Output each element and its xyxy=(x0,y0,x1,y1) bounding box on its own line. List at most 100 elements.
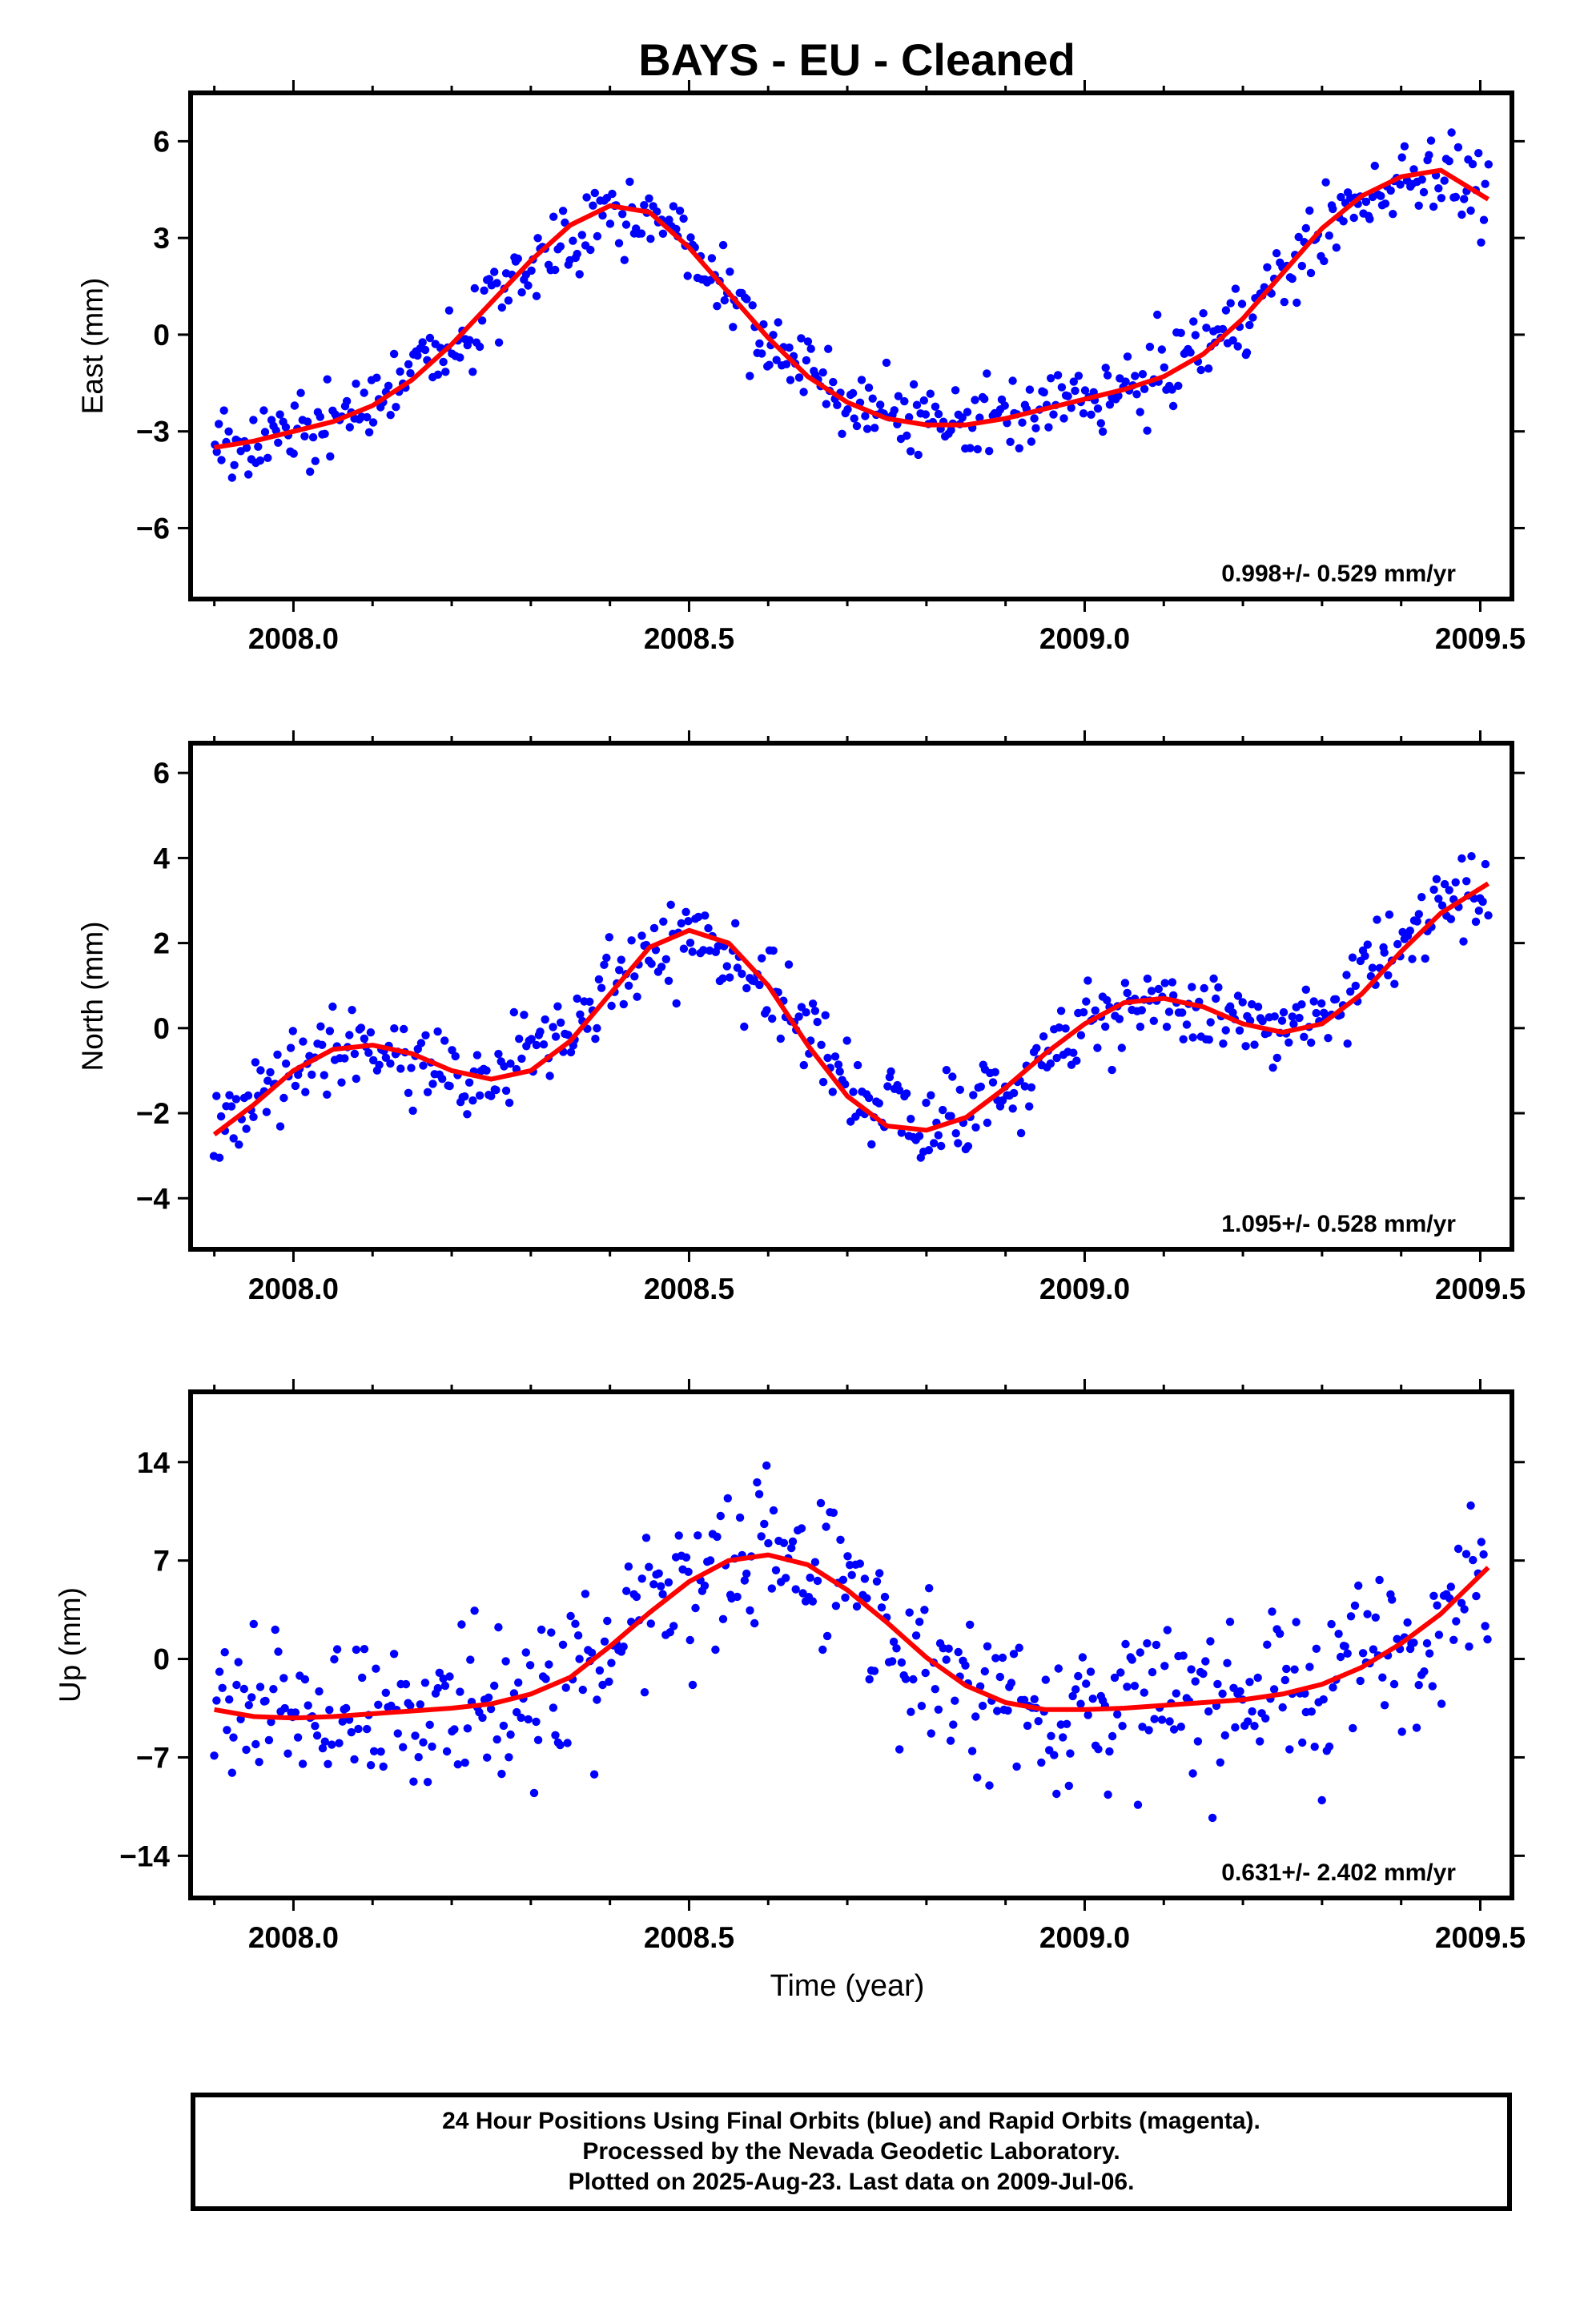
data-point xyxy=(249,416,258,424)
data-point xyxy=(868,394,877,403)
data-point xyxy=(1165,1717,1174,1726)
data-point xyxy=(1071,386,1079,396)
data-point xyxy=(1261,1714,1270,1723)
data-point xyxy=(369,1055,378,1065)
data-point xyxy=(527,266,536,275)
data-point xyxy=(1295,1013,1304,1023)
data-point xyxy=(922,1098,931,1108)
data-point xyxy=(822,1522,830,1531)
data-point xyxy=(605,933,613,942)
data-point xyxy=(848,388,858,398)
data-point xyxy=(352,1074,360,1084)
data-point xyxy=(418,338,427,347)
data-point xyxy=(1332,243,1341,252)
data-point xyxy=(1297,1000,1306,1009)
y-tick-label: −14 xyxy=(119,1839,170,1872)
data-point xyxy=(290,401,300,410)
data-point xyxy=(215,1153,224,1162)
data-point xyxy=(1310,1743,1319,1751)
data-point xyxy=(865,1675,874,1684)
data-point xyxy=(1474,907,1484,915)
data-point xyxy=(753,1478,762,1487)
data-point xyxy=(691,1603,700,1613)
data-point xyxy=(589,1770,599,1779)
data-point xyxy=(1284,1038,1293,1047)
data-point xyxy=(1437,1699,1446,1708)
data-point xyxy=(300,1675,310,1684)
data-point xyxy=(963,408,972,416)
data-point xyxy=(1343,1039,1352,1048)
data-point xyxy=(847,1570,856,1580)
data-point xyxy=(813,1576,822,1586)
data-point xyxy=(958,413,967,422)
data-point xyxy=(1337,192,1345,202)
data-point xyxy=(1248,1707,1256,1716)
data-point xyxy=(227,1102,236,1111)
data-point xyxy=(971,1123,980,1132)
data-point xyxy=(991,1654,1000,1663)
data-point xyxy=(675,207,685,215)
data-point xyxy=(300,432,309,440)
data-point xyxy=(605,219,615,228)
data-point xyxy=(549,1703,558,1712)
x-tick-label: 2009.5 xyxy=(1435,1273,1526,1305)
data-point xyxy=(947,1112,955,1120)
data-point xyxy=(1481,1622,1490,1630)
data-point xyxy=(791,1585,800,1594)
data-point xyxy=(1123,1683,1132,1691)
data-point xyxy=(831,1602,841,1610)
chart-title: BAYS - EU - Cleaned xyxy=(638,34,1075,85)
data-point xyxy=(281,1059,291,1068)
x-tick-label: 2009.0 xyxy=(1039,1273,1130,1305)
data-point xyxy=(707,254,717,263)
data-point xyxy=(356,1023,366,1032)
data-point xyxy=(1349,213,1358,223)
data-point xyxy=(1343,1649,1352,1658)
data-point xyxy=(219,406,228,415)
data-point xyxy=(411,1731,420,1740)
data-point xyxy=(1056,1007,1066,1015)
data-point xyxy=(902,1089,911,1098)
y-tick-label: 3 xyxy=(153,222,170,255)
data-point xyxy=(895,1086,904,1095)
data-point xyxy=(1067,404,1075,412)
data-point xyxy=(939,1105,947,1115)
data-point xyxy=(1365,215,1374,223)
data-point xyxy=(978,1701,987,1711)
y-tick-label: 6 xyxy=(153,125,170,158)
data-point xyxy=(976,1082,986,1092)
data-point xyxy=(867,1140,876,1149)
data-point xyxy=(713,1532,722,1542)
data-point xyxy=(328,1740,336,1749)
data-point xyxy=(345,1031,354,1039)
data-point xyxy=(641,1534,651,1542)
data-point xyxy=(645,194,653,203)
data-point xyxy=(423,1088,432,1097)
data-point xyxy=(521,1648,530,1657)
data-point xyxy=(661,955,670,964)
data-point xyxy=(470,1606,479,1615)
data-point xyxy=(513,254,522,263)
data-point xyxy=(934,1705,943,1714)
data-point xyxy=(468,1096,477,1105)
data-point xyxy=(323,1090,332,1100)
data-point xyxy=(1053,371,1063,380)
data-point xyxy=(487,1092,496,1100)
data-point xyxy=(894,392,903,400)
data-point xyxy=(1218,1689,1227,1699)
data-point xyxy=(622,1586,631,1595)
data-point xyxy=(500,1062,509,1071)
data-point xyxy=(1356,1676,1365,1686)
data-point xyxy=(1363,1610,1372,1618)
data-point xyxy=(1429,885,1438,895)
data-point xyxy=(1186,348,1195,357)
footer-info-box: 24 Hour Positions Using Final Orbits (bl… xyxy=(191,2093,1512,2211)
data-point xyxy=(1009,1088,1019,1098)
data-point xyxy=(1434,184,1443,193)
data-point xyxy=(822,1631,832,1641)
data-point xyxy=(372,1664,380,1673)
data-point xyxy=(477,316,487,325)
data-point xyxy=(1206,1637,1215,1646)
data-point xyxy=(497,303,506,312)
data-point xyxy=(578,1685,587,1695)
